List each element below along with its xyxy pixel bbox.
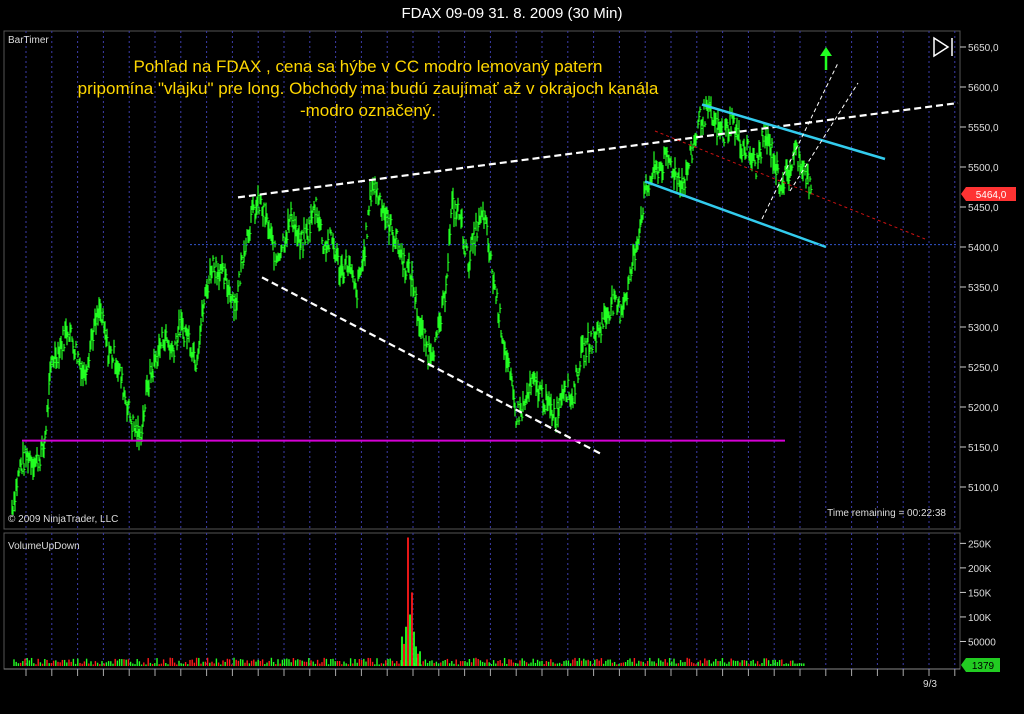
last-price-value: 5464,0	[976, 190, 1007, 201]
trend-line	[237, 101, 959, 199]
last-volume-value: 1379	[972, 661, 995, 672]
annotation-line-2: pripomína "vlajku" pre long. Obchody ma …	[78, 79, 659, 98]
trend-line	[761, 62, 839, 220]
annotation: Pohľad na FDAX , cena sa hýbe v CC modro…	[78, 57, 659, 120]
window-title: FDAX 09-09 31. 8. 2009 (30 Min)	[0, 0, 1024, 28]
annotation-line-1: Pohľad na FDAX , cena sa hýbe v CC modro…	[134, 57, 603, 76]
trend-line	[644, 180, 827, 249]
volume-tick-label: 100K	[968, 613, 992, 624]
price-tick-label: 5350,0	[968, 283, 999, 294]
chart-canvas[interactable]: Pohľad na FDAX , cena sa hýbe v CC modro…	[0, 28, 1024, 714]
time-remaining-label: Time remaining = 00:22:38	[827, 508, 946, 519]
last-volume-marker: 1379	[961, 658, 1000, 672]
price-tick-label: 5100,0	[968, 483, 999, 494]
green-up-arrow-icon	[820, 47, 832, 70]
price-tick-label: 5600,0	[968, 83, 999, 94]
volume-tick-label: 200K	[968, 564, 992, 575]
trend-line	[789, 82, 859, 192]
volume-panel[interactable]	[3, 532, 961, 670]
price-axis[interactable]: 5650,0 5600,0 5550,0 5500,0 5450,0 5400,0 5350…	[960, 43, 999, 494]
volume-tick-label: 50000	[968, 637, 996, 648]
volume-indicator-label: VolumeUpDown	[8, 541, 80, 552]
price-tick-label: 5650,0	[968, 43, 999, 54]
volume-tick-label: 250K	[968, 539, 992, 550]
play-pause-icon[interactable]	[933, 36, 953, 58]
price-tick-label: 5250,0	[968, 363, 999, 374]
last-price-marker: 5464,0	[961, 187, 1016, 201]
price-bars	[11, 95, 813, 516]
price-panel[interactable]	[3, 30, 961, 530]
volume-bars	[13, 537, 805, 666]
volume-tick-label: 150K	[968, 588, 992, 599]
volume-axis[interactable]: 250K 200K 150K 100K 50000	[960, 539, 996, 648]
price-tick-label: 5500,0	[968, 163, 999, 174]
trend-line	[701, 103, 886, 161]
price-tick-label: 5200,0	[968, 403, 999, 414]
price-tick-label: 5150,0	[968, 443, 999, 454]
price-tick-label: 5400,0	[968, 243, 999, 254]
price-indicator-label: BarTimer	[8, 35, 49, 46]
annotation-line-3: -modro označený.	[300, 101, 436, 120]
time-axis[interactable]	[25, 669, 956, 676]
price-tick-label: 5300,0	[968, 323, 999, 334]
time-axis-label: 9/3	[923, 679, 937, 690]
price-tick-label: 5450,0	[968, 203, 999, 214]
vertical-grid	[25, 31, 956, 669]
trend-line	[654, 130, 926, 240]
trend-line	[261, 276, 601, 455]
copyright-label: © 2009 NinjaTrader, LLC	[8, 514, 118, 525]
trend-lines[interactable]	[22, 62, 959, 455]
price-tick-label: 5550,0	[968, 123, 999, 134]
